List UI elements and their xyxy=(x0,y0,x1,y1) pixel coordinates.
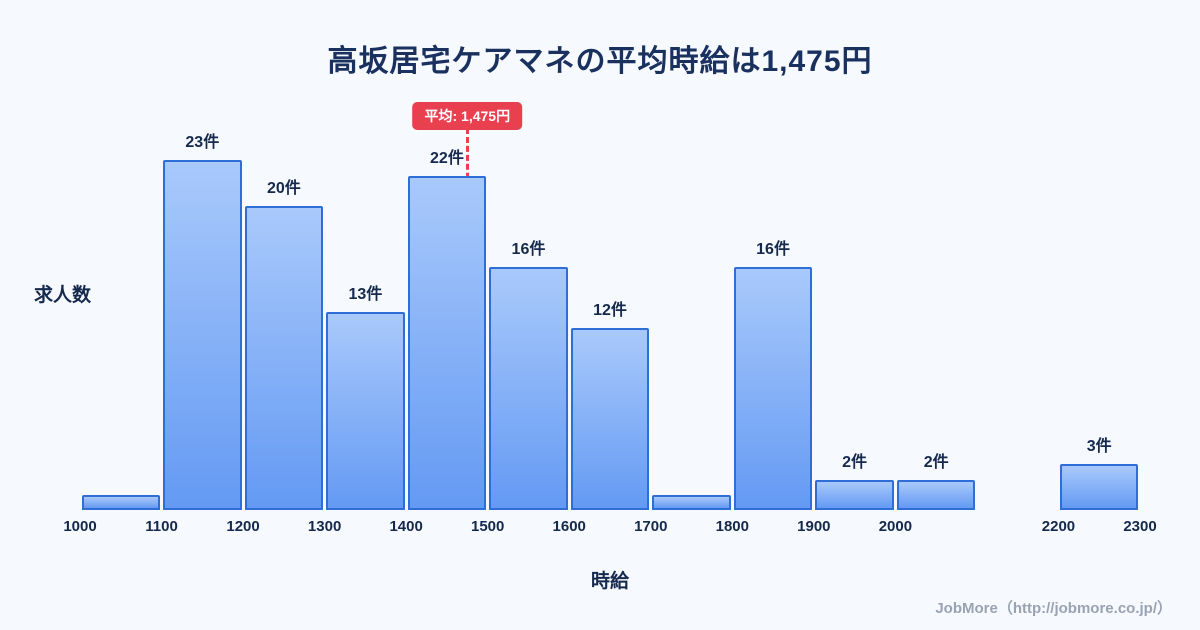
bar xyxy=(163,160,242,510)
bar xyxy=(489,266,568,510)
x-tick-label: 1900 xyxy=(797,518,831,535)
bar-value-label: 2件 xyxy=(923,453,949,471)
bar-value-label: 16件 xyxy=(756,240,790,258)
bar xyxy=(815,479,894,510)
bar xyxy=(407,175,487,510)
x-tick-label: 1500 xyxy=(471,518,505,535)
x-tick-label: 1200 xyxy=(226,518,260,535)
bar xyxy=(652,494,731,510)
bar xyxy=(896,479,976,510)
bar-value-label: 12件 xyxy=(593,301,627,319)
y-axis-label: 求人数 xyxy=(34,285,92,306)
x-tick-label: 1000 xyxy=(63,518,97,535)
x-axis-label: 時給 xyxy=(590,571,629,592)
chart-title: 高坂居宅ケアマネの平均時給は1,475円 xyxy=(327,45,873,78)
average-badge: 平均: 1,475円 xyxy=(412,102,523,130)
bar xyxy=(326,312,405,510)
x-tick-label: 1100 xyxy=(145,518,178,535)
x-tick-label: 2200 xyxy=(1041,518,1076,535)
x-tick-label: 1800 xyxy=(715,518,749,535)
bar xyxy=(570,327,650,510)
x-tick-label: 2000 xyxy=(878,518,913,535)
bar-value-label: 3件 xyxy=(1086,438,1112,456)
bar xyxy=(244,206,324,510)
bar xyxy=(733,266,813,510)
x-tick-label: 1400 xyxy=(389,518,423,535)
x-tick-label: 1600 xyxy=(552,518,586,535)
bar-value-label: 23件 xyxy=(185,134,220,152)
x-tick-label: 1300 xyxy=(307,518,342,535)
footer-credit: JobMore（http://jobmore.co.jp/） xyxy=(935,600,1172,617)
bar-value-label: 20件 xyxy=(266,180,301,197)
bar-value-label: 22件 xyxy=(430,149,464,167)
x-tick-label: 1700 xyxy=(634,518,668,535)
bar-value-label: 16件 xyxy=(511,240,546,258)
bar xyxy=(81,494,161,510)
bar-value-label: 2件 xyxy=(842,453,868,471)
plot-area: 平均: 1,475円 23件 20件 13件 22件 16件 12件 16件 2件 2件 3件 10… xyxy=(63,102,1157,535)
x-tick-label: 2300 xyxy=(1123,518,1157,535)
bar-value-label: 13件 xyxy=(348,286,383,304)
bar xyxy=(1059,464,1139,510)
